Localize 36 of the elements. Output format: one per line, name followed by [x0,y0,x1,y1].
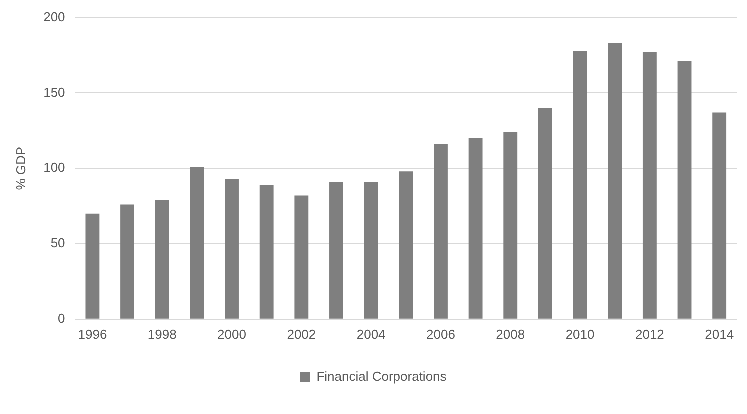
x-tick-label: 1996 [78,326,108,342]
bar [573,50,588,319]
x-tick-label: 2008 [496,326,526,342]
x-tick-label: 2012 [635,326,664,342]
y-tick-label: 150 [44,84,66,100]
bar [434,144,448,319]
legend-label: Financial Corporations [316,369,448,384]
y-tick-label: 0 [58,310,66,326]
bar [468,138,483,319]
bar [364,182,378,319]
bar [155,200,170,319]
x-tick-label: 1998 [148,326,177,342]
y-tick-label: 50 [50,236,66,251]
bar [399,172,414,319]
bar [225,179,239,319]
bar [678,62,692,319]
y-axis-title: % GDP [13,146,28,190]
bar [504,132,518,319]
x-tick-label: 2004 [356,326,386,342]
bar [120,204,134,319]
bar [190,167,204,319]
x-tick-label: 2010 [566,326,595,342]
bar [608,43,622,319]
x-tick-label: 2002 [287,326,316,342]
bar [260,185,274,319]
bar [642,52,657,319]
x-tick-label: 2006 [426,326,456,342]
y-tick-label: 200 [44,9,66,24]
bar [712,112,727,319]
y-tick-label: 100 [44,160,66,176]
bar [330,182,344,319]
bar [294,196,309,319]
bar [538,108,552,319]
x-tick-label: 2014 [705,326,734,342]
bar [86,214,100,319]
x-tick-label: 2000 [218,326,246,342]
